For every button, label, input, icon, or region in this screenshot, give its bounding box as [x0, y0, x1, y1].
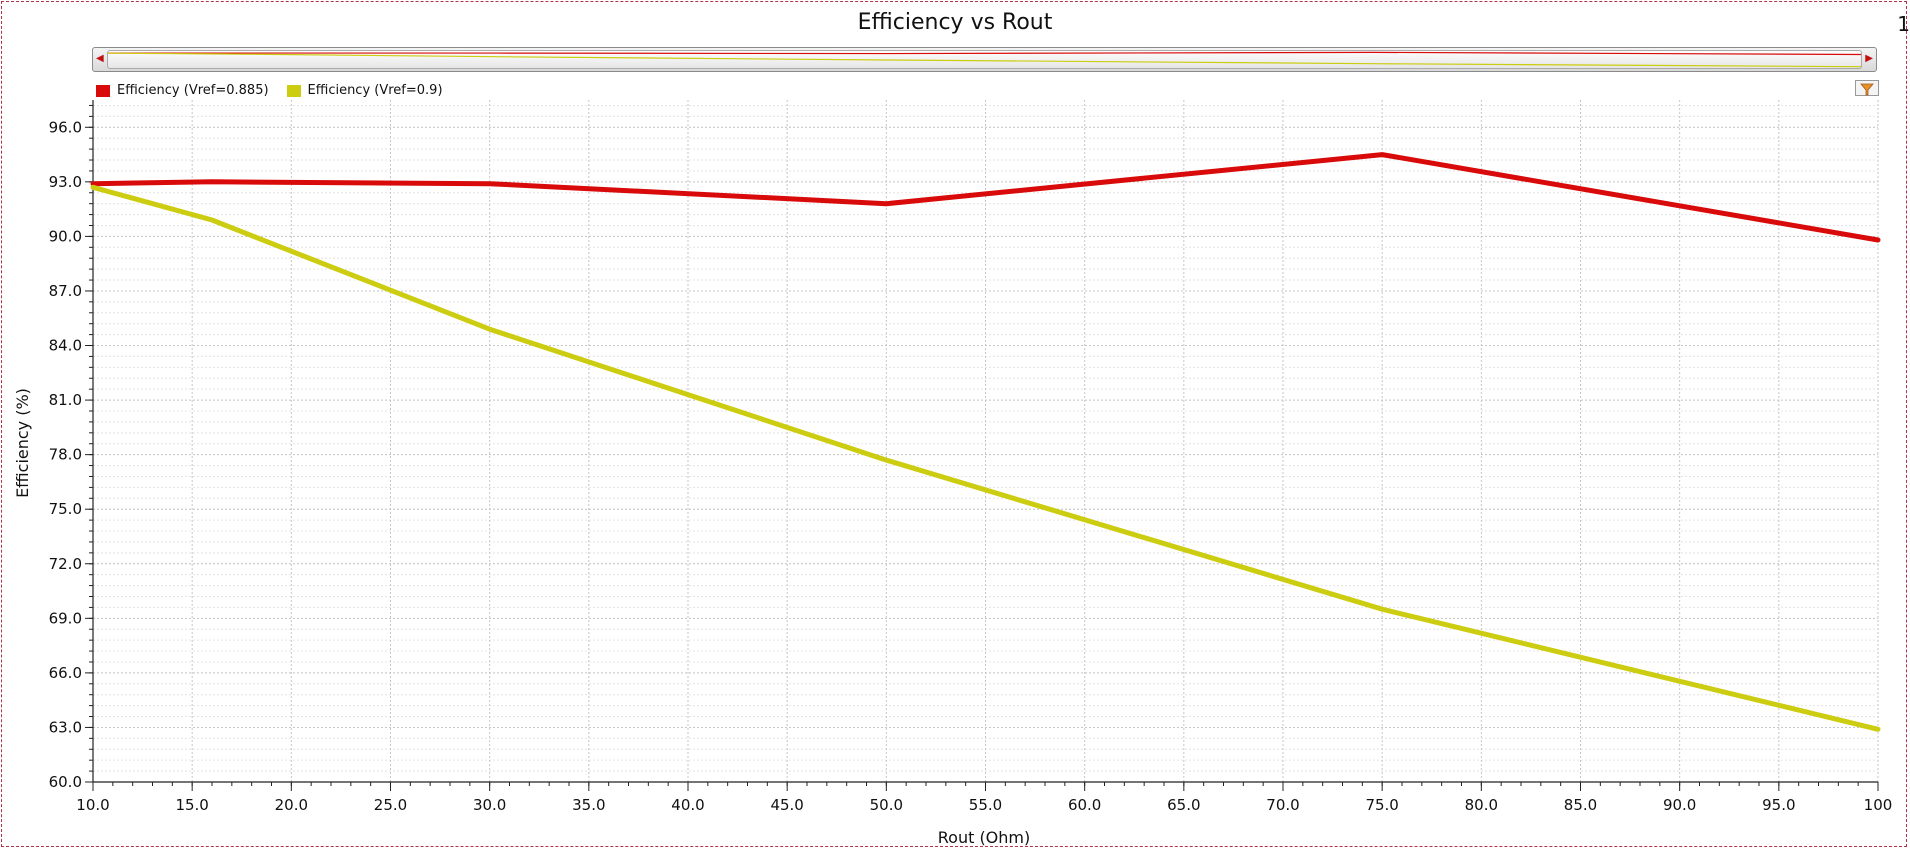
x-tick-label: 75.0	[1365, 796, 1398, 814]
corner-label: 1	[1897, 12, 1910, 36]
x-tick-label: 55.0	[969, 796, 1002, 814]
x-tick-label: 50.0	[870, 796, 903, 814]
x-tick-label: 90.0	[1663, 796, 1696, 814]
legend-swatch	[96, 84, 110, 97]
x-tick-label: 95.0	[1762, 796, 1795, 814]
y-tick-label: 75.0	[49, 500, 82, 518]
legend-swatch	[286, 84, 301, 97]
scroll-right-icon[interactable]: ▶	[1865, 53, 1873, 64]
x-tick-label: 65.0	[1167, 796, 1200, 814]
range-scrollbar[interactable]: ◀ ▶	[92, 47, 1877, 72]
legend-item[interactable]: Efficiency (Vref=0.885)	[96, 83, 269, 98]
filter-button[interactable]	[1855, 80, 1879, 96]
x-tick-label: 40.0	[671, 796, 704, 814]
y-tick-label: 81.0	[49, 391, 82, 409]
legend: Efficiency (Vref=0.885) Efficiency (Vref…	[96, 83, 443, 98]
y-tick-label: 96.0	[49, 118, 82, 136]
x-tick-label: 35.0	[572, 796, 605, 814]
y-tick-label: 93.0	[49, 173, 82, 191]
x-tick-label: 80.0	[1465, 796, 1498, 814]
y-tick-label: 60.0	[49, 773, 82, 791]
scroll-left-icon[interactable]: ◀	[96, 53, 104, 64]
x-tick-label: 45.0	[770, 796, 803, 814]
x-tick-label: 60.0	[1068, 796, 1101, 814]
y-tick-label: 69.0	[49, 609, 82, 627]
range-scroll-thumb[interactable]	[107, 50, 1862, 69]
x-tick-label: 20.0	[275, 796, 308, 814]
legend-item[interactable]: Efficiency (Vref=0.9)	[286, 83, 443, 98]
y-tick-label: 72.0	[49, 555, 82, 573]
x-tick-label: 25.0	[374, 796, 407, 814]
chart-title: Efficiency vs Rout	[857, 10, 1053, 35]
x-tick-label: 70.0	[1266, 796, 1299, 814]
y-axis-label: Efficiency (%)	[13, 388, 32, 498]
y-tick-label: 63.0	[49, 718, 82, 736]
y-tick-label: 84.0	[49, 337, 82, 355]
filter-icon	[1860, 83, 1874, 96]
series-line[interactable]	[90, 184, 1881, 732]
legend-label: Efficiency (Vref=0.885)	[117, 83, 269, 98]
overview-preview	[108, 51, 1861, 68]
overview-series-line	[108, 53, 1861, 67]
legend-label: Efficiency (Vref=0.9)	[307, 83, 443, 98]
y-tick-label: 66.0	[49, 664, 82, 682]
overview-series-line	[108, 52, 1861, 54]
x-tick-label: 10.0	[76, 796, 109, 814]
y-tick-label: 87.0	[49, 282, 82, 300]
x-tick-label: 85.0	[1564, 796, 1597, 814]
y-tick-label: 78.0	[49, 446, 82, 464]
y-tick-label: 90.0	[49, 227, 82, 245]
x-tick-label: 30.0	[473, 796, 506, 814]
x-axis-label: Rout (Ohm)	[938, 828, 1031, 847]
series-line[interactable]	[90, 152, 1881, 243]
x-tick-label: 100	[1864, 796, 1893, 814]
x-tick-label: 15.0	[175, 796, 208, 814]
